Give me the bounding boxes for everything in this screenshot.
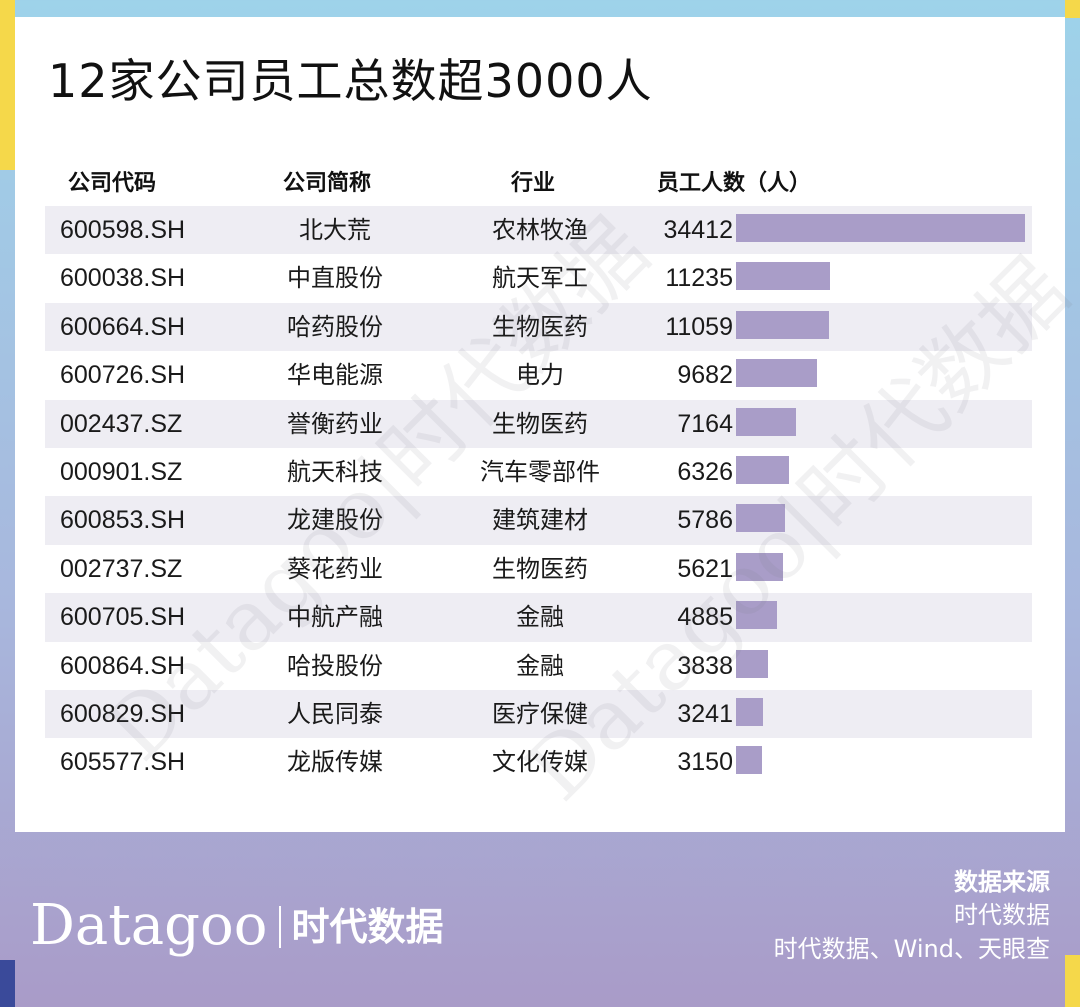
- industry-cell: 医疗保健: [492, 699, 588, 728]
- header-company-name: 公司简称: [283, 171, 372, 196]
- employee-bar: [736, 746, 762, 775]
- company-code-cell: 002437.SZ: [60, 409, 183, 438]
- company-name-cell: 北大荒: [299, 216, 371, 244]
- company-code-cell: 600705.SH: [60, 603, 186, 632]
- company-name-cell: 华电能源: [287, 361, 383, 390]
- data-source: 数据来源 时代数据 时代数据、Wind、天眼查: [774, 866, 1050, 966]
- employee-count-label: 9682: [677, 361, 733, 390]
- brand-divider: [279, 906, 282, 948]
- table-row: 600829.SH 人民同泰 医疗保健 3241: [45, 689, 1032, 739]
- source-line: 时代数据、Wind、天眼查: [773, 935, 1050, 963]
- employee-bar: [736, 649, 768, 678]
- brand-logo: Datagoo 时代数据: [30, 893, 443, 958]
- employee-count-label: 3838: [677, 651, 733, 680]
- industry-cell: 生物医药: [492, 312, 588, 341]
- accent-stripe-right-bottom: [1065, 955, 1080, 1007]
- employee-count-label: 3241: [677, 699, 733, 728]
- company-name-cell: 葵花药业: [287, 554, 383, 583]
- header-company-code: 公司代码: [68, 171, 157, 196]
- table-row: 605577.SH 龙版传媒 文化传媒 3150: [45, 738, 1032, 786]
- employee-count-label: 6326: [677, 457, 733, 486]
- company-code-cell: 600853.SH: [60, 506, 186, 535]
- chart-card: 12家公司员工总数超3000人 公司代码 公司简称 行业 员工人数（人） 600…: [15, 17, 1080, 832]
- industry-cell: 建筑建材: [492, 506, 588, 535]
- company-name-cell: 龙版传媒: [287, 748, 383, 777]
- company-name-cell: 哈药股份: [287, 312, 383, 341]
- company-code-cell: 600864.SH: [60, 651, 186, 680]
- company-name-cell: 誉衡药业: [287, 409, 383, 438]
- table-row: 600864.SH 哈投股份 金融 3838: [45, 642, 1032, 690]
- employee-bar: [736, 310, 829, 339]
- industry-cell: 汽车零部件: [480, 457, 600, 486]
- employee-bar: [736, 504, 785, 533]
- source-title: 数据来源: [954, 868, 1050, 896]
- table-row: 600038.SH 中直股份 航天军工 11235: [45, 254, 1032, 302]
- chart-title: 12家公司员工总数超3000人: [48, 54, 653, 108]
- employee-count-label: 5621: [677, 554, 733, 583]
- company-name-cell: 航天科技: [287, 457, 383, 486]
- industry-cell: 生物医药: [492, 554, 588, 583]
- accent-stripe-left-bottom: [0, 960, 15, 1007]
- brand-name: Datagoo: [30, 893, 268, 958]
- header-industry: 行业: [511, 171, 556, 196]
- employee-bar: [736, 552, 783, 581]
- company-name-cell: 人民同泰: [287, 699, 383, 728]
- brand-cn-name: 时代数据: [291, 905, 444, 949]
- employee-bar: [736, 214, 1025, 242]
- company-code-cell: 000901.SZ: [60, 457, 183, 486]
- industry-cell: 电力: [516, 361, 564, 390]
- data-table: 600598.SH 北大荒 农林牧渔 34412 600038.SH 中直股份 航天军工 11…: [45, 206, 1032, 787]
- employee-bar: [736, 359, 817, 388]
- company-code-cell: 600726.SH: [60, 361, 186, 390]
- company-code-cell: 600598.SH: [60, 216, 186, 244]
- company-name-cell: 中航产融: [287, 603, 383, 632]
- table-row: 002437.SZ 誉衡药业 生物医药 7164: [45, 399, 1032, 448]
- table-row: 000901.SZ 航天科技 汽车零部件 6326: [45, 448, 1032, 496]
- industry-cell: 文化传媒: [492, 748, 588, 777]
- employee-count-label: 3150: [677, 748, 733, 777]
- company-code-cell: 600829.SH: [60, 699, 186, 728]
- table-row: 002737.SZ 葵花药业 生物医药 5621: [45, 545, 1032, 593]
- table-row: 600598.SH 北大荒 农林牧渔 34412: [45, 206, 1032, 255]
- company-name-cell: 龙建股份: [287, 506, 383, 535]
- company-code-cell: 605577.SH: [60, 748, 186, 777]
- employee-bar: [736, 455, 789, 484]
- employee-bar: [736, 262, 830, 291]
- industry-cell: 航天军工: [492, 264, 588, 293]
- company-code-cell: 600664.SH: [60, 312, 186, 341]
- employee-count-label: 11059: [665, 312, 733, 341]
- table-row: 600705.SH 中航产融 金融 4885: [45, 593, 1032, 642]
- industry-cell: 金融: [516, 603, 564, 632]
- industry-cell: 农林牧渔: [492, 216, 588, 244]
- employee-bar: [736, 601, 777, 630]
- company-code-cell: 600038.SH: [60, 264, 186, 293]
- company-name-cell: 中直股份: [287, 264, 383, 293]
- accent-stripe-left-top: [0, 0, 15, 170]
- employee-count-label: 5786: [677, 506, 733, 535]
- table-row: 600726.SH 华电能源 电力 9682: [45, 351, 1032, 399]
- industry-cell: 生物医药: [492, 409, 588, 438]
- company-name-cell: 哈投股份: [287, 651, 383, 680]
- table-row: 600853.SH 龙建股份 建筑建材 5786: [45, 496, 1032, 545]
- table-row: 600664.SH 哈药股份 生物医药 11059: [45, 302, 1032, 352]
- accent-stripe-right-top: [1065, 0, 1080, 18]
- company-code-cell: 002737.SZ: [60, 554, 183, 583]
- source-line: 时代数据: [954, 901, 1050, 929]
- header-employees: 员工人数（人）: [657, 171, 812, 196]
- employee-bar: [736, 697, 763, 726]
- employee-count-label: 4885: [677, 603, 733, 632]
- industry-cell: 金融: [516, 651, 564, 680]
- employee-count-label: 11235: [665, 264, 733, 293]
- employee-count-label: 34412: [663, 216, 733, 244]
- employee-count-label: 7164: [677, 409, 733, 438]
- employee-bar: [736, 407, 796, 436]
